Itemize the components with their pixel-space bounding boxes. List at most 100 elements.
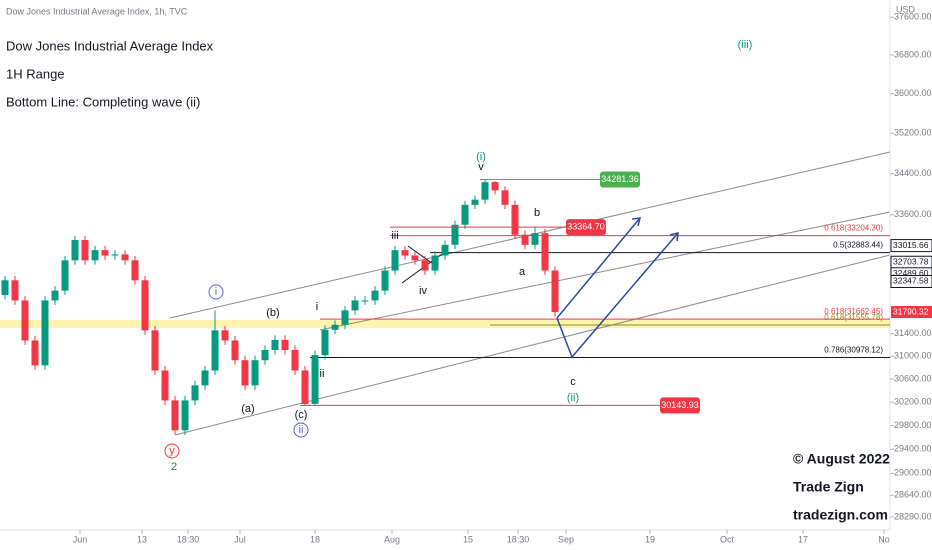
y-tick-label: 30200.00 (894, 397, 932, 407)
wave-label: (ii) (567, 392, 579, 404)
candle-body (541, 233, 549, 271)
wave-label: iii (391, 230, 398, 242)
x-tick-label: Aug (384, 534, 400, 544)
candle-body (381, 270, 389, 291)
header: Dow Jones Industrial Average Index, 1h, … (6, 6, 188, 16)
brand-text: © August 2022 (793, 451, 890, 467)
note: Dow Jones Industrial Average Index (6, 38, 214, 53)
wave-label: y (169, 445, 175, 457)
fib-label: 0.618(33204.30) (824, 224, 883, 233)
candle-body (351, 300, 359, 311)
candle-body (81, 240, 89, 261)
price-badge (566, 219, 606, 236)
badge-label: 33364.70 (567, 221, 605, 231)
y-tick-label: 36000.00 (894, 88, 932, 98)
candle-body (481, 182, 489, 200)
wave-label: ii (320, 368, 325, 380)
candle-body (551, 270, 559, 313)
wave-label: (c) (295, 409, 308, 421)
support-band (0, 320, 890, 328)
y-tick-label: 29800.00 (894, 420, 932, 430)
y-tick-label: 30600.00 (894, 373, 932, 383)
currency: USD (896, 4, 916, 14)
candle-body (321, 329, 329, 356)
candle-body (411, 255, 419, 261)
wave-label: i (316, 301, 318, 313)
candle-body (231, 340, 239, 361)
y-tick-label: 37600.00 (894, 12, 932, 22)
wave-label: 2 (171, 461, 177, 473)
x-tick-label: 17 (798, 534, 808, 544)
candle-body (251, 360, 259, 386)
badge-label: 34281.36 (601, 174, 639, 184)
y-tick-label: 33600.00 (894, 209, 932, 219)
wave-label: (i) (476, 151, 486, 163)
price-badge (600, 171, 640, 188)
axis-badge (890, 274, 932, 288)
x-tick-label: 19 (645, 534, 655, 544)
candle-body (331, 324, 339, 330)
candle-body (451, 224, 459, 245)
wave-label: c (570, 376, 576, 388)
y-tick-label: 28640.00 (894, 490, 932, 500)
candle-body (201, 370, 209, 386)
candle-body (401, 250, 409, 256)
candle-body (371, 290, 379, 301)
wave-label: a (519, 266, 526, 278)
candle-body (361, 300, 369, 302)
badge-label: 30143.93 (661, 400, 699, 410)
candle-body (391, 250, 399, 271)
brand-text: tradezign.com (793, 507, 888, 523)
fib-label: 0.5(32883.44) (833, 241, 883, 250)
wave-label: v (478, 161, 484, 173)
x-tick-label: Oct (720, 534, 735, 544)
y-tick-label: 29000.00 (894, 468, 932, 478)
wave-label: (b) (266, 307, 279, 319)
price-badge (660, 397, 700, 414)
wave-label: (iii) (738, 39, 753, 51)
candle-body (141, 280, 149, 331)
candle-body (1, 280, 9, 295)
candle-body (511, 204, 519, 235)
candle-body (21, 300, 29, 341)
fib-label: 0.786(30978.12) (824, 346, 883, 355)
candle-body (161, 370, 169, 401)
triangle-line (407, 245, 437, 267)
axis-badge (891, 306, 932, 319)
note: Bottom Line: Completing wave (ii) (6, 94, 200, 109)
candle-body (261, 350, 269, 361)
axis-badge-label: 31790.32 (893, 306, 929, 316)
candle-body (291, 350, 299, 371)
candle-body (61, 260, 69, 291)
candle-body (31, 340, 39, 366)
candle-body (71, 240, 79, 261)
candle-body (341, 310, 349, 325)
candle-body (491, 182, 499, 191)
candle-body (221, 330, 229, 341)
wave-label: ii (299, 424, 304, 436)
arrow-head (669, 232, 679, 242)
channel-line (169, 151, 891, 319)
x-tick-label: Jul (234, 534, 246, 544)
candle-body (241, 360, 249, 386)
candle-body (51, 290, 59, 301)
candle-body (421, 260, 429, 271)
y-tick-label: 28290.00 (894, 511, 932, 521)
x-tick-label: 18:30 (507, 534, 530, 544)
fib-label: 0.618(31555.78) (824, 313, 883, 322)
candle-body (471, 199, 479, 205)
candle-body (441, 244, 449, 256)
candle-body (151, 330, 159, 371)
candle-body (461, 204, 469, 225)
wave-label: (a) (241, 403, 254, 415)
y-tick-label: 35200.00 (894, 127, 932, 137)
axis-badge-label: 32703.78 (893, 257, 929, 267)
y-tick-label: 31000.00 (894, 351, 932, 361)
axis-badge (890, 239, 932, 253)
projection-arrow (556, 232, 679, 359)
x-tick-label: 18 (310, 534, 320, 544)
x-tick-label: Sep (558, 534, 574, 544)
y-tick-label: 36800.00 (894, 49, 932, 59)
wave-label: iv (419, 285, 427, 297)
